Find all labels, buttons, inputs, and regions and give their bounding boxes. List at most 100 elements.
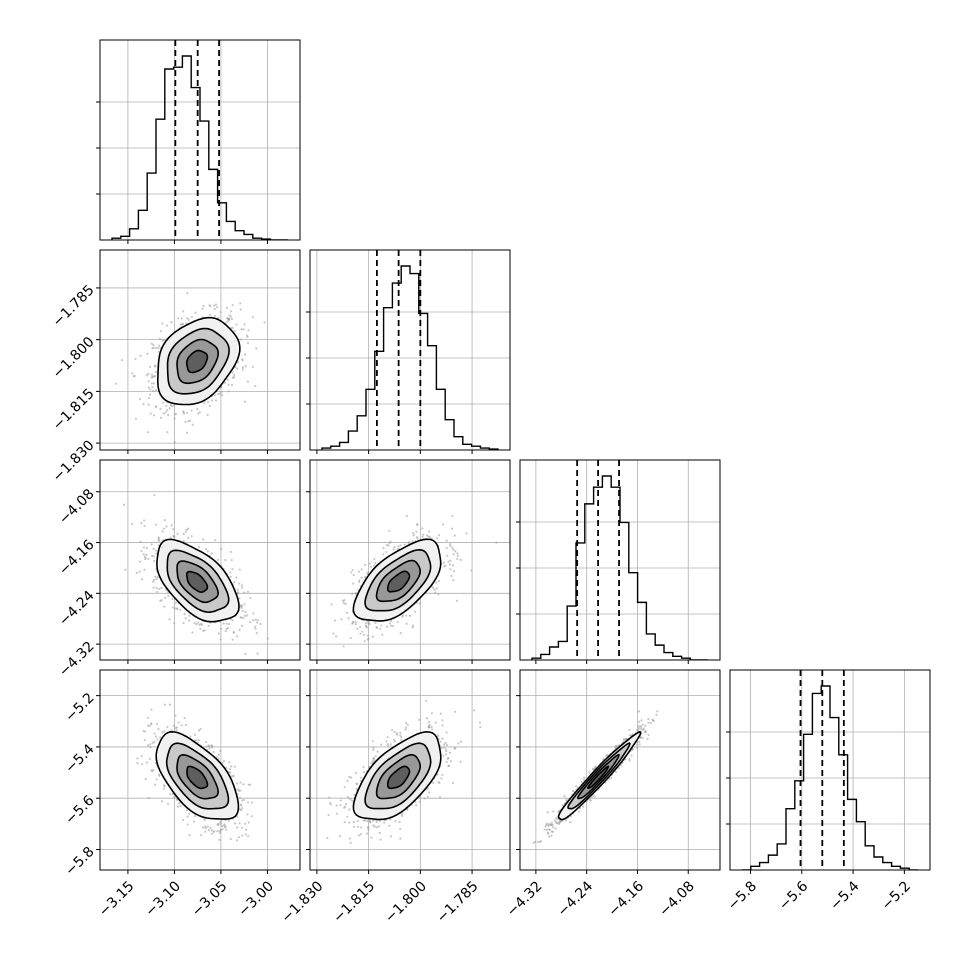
scatter-point — [359, 632, 362, 635]
scatter-point — [382, 553, 385, 556]
scatter-point — [582, 805, 585, 808]
scatter-point — [367, 828, 370, 831]
scatter-point — [223, 823, 226, 826]
scatter-point — [158, 587, 161, 591]
contour-line — [386, 570, 411, 593]
scatter-point — [385, 543, 389, 547]
scatter-point — [171, 606, 174, 609]
scatter-point — [352, 574, 355, 577]
scatter-point — [154, 389, 158, 392]
scatter-point — [263, 321, 266, 324]
scatter-point — [389, 624, 393, 627]
scatter-point — [363, 640, 366, 643]
scatter-point — [195, 623, 198, 626]
scatter-point — [246, 801, 250, 804]
scatter-point — [266, 637, 269, 640]
scatter-point — [454, 747, 457, 750]
scatter-point — [158, 337, 161, 340]
scatter-point — [373, 564, 376, 567]
scatter-point — [150, 543, 153, 546]
panel-frame — [519, 669, 721, 871]
scatter-point — [130, 522, 134, 525]
scatter-point — [188, 614, 191, 617]
scatter-point — [432, 587, 435, 590]
scatter-panel-3-1 — [306, 669, 511, 874]
scatter-point — [378, 819, 382, 823]
scatter-point — [155, 578, 158, 581]
scatter-point — [414, 800, 417, 804]
scatter-point — [569, 821, 572, 824]
scatter-point — [448, 563, 451, 566]
scatter-point — [434, 591, 437, 595]
scatter-point — [204, 825, 207, 828]
scatter-point — [136, 761, 139, 765]
scatter-point — [418, 602, 422, 605]
scatter-point — [372, 746, 375, 749]
y-tick-label: −5.4 — [62, 741, 97, 776]
scatter-point — [472, 709, 476, 712]
scatter-point — [426, 795, 429, 798]
scatter-point — [201, 307, 204, 310]
scatter-point — [204, 548, 207, 551]
scatter-point — [547, 823, 550, 826]
scatter-point — [151, 389, 155, 392]
scatter-point — [219, 310, 222, 314]
scatter-point — [146, 431, 150, 434]
scatter-point — [139, 540, 142, 543]
scatter-point — [160, 586, 163, 590]
scatter-point — [335, 635, 338, 638]
scatter-point — [249, 597, 252, 600]
scatter-point — [220, 394, 224, 397]
scatter-point — [150, 382, 153, 385]
scatter-point — [227, 390, 230, 393]
scatter-point — [628, 759, 631, 762]
scatter-point — [628, 734, 631, 737]
scatter-point — [443, 743, 446, 746]
scatter-point — [444, 748, 447, 751]
scatter-point — [147, 403, 150, 406]
scatter-point — [415, 530, 418, 533]
contour-line — [375, 754, 421, 800]
scatter-point — [227, 622, 231, 626]
scatter-point — [445, 546, 448, 549]
scatter-point — [445, 731, 448, 734]
scatter-point — [647, 733, 650, 736]
scatter-point — [559, 820, 562, 824]
scatter-point — [182, 818, 185, 822]
scatter-point — [385, 740, 388, 743]
scatter-point — [223, 826, 226, 829]
scatter-point — [174, 601, 178, 604]
scatter-point — [200, 623, 204, 626]
scatter-point — [219, 749, 222, 752]
scatter-point — [652, 719, 655, 723]
scatter-point — [357, 570, 360, 573]
scatter-point — [168, 618, 171, 621]
scatter-point — [545, 823, 548, 827]
scatter-point — [546, 832, 550, 835]
scatter-point — [240, 624, 244, 627]
scatter-point — [366, 634, 369, 637]
scatter-point — [185, 809, 188, 812]
scatter-point — [217, 822, 220, 826]
scatter-point — [436, 773, 439, 776]
scatter-point — [153, 783, 156, 786]
scatter-point — [145, 553, 148, 556]
scatter-point — [408, 614, 411, 617]
scatter-point — [142, 553, 145, 556]
scatter-point — [556, 818, 559, 821]
scatter-point — [124, 568, 127, 571]
scatter-point — [404, 728, 407, 731]
scatter-point — [218, 838, 221, 841]
x-tick-label: −4.32 — [504, 878, 546, 920]
scatter-point — [185, 411, 188, 415]
scatter-point — [635, 743, 638, 746]
scatter-point — [207, 744, 210, 747]
scatter-point — [244, 652, 247, 656]
scatter-point — [227, 319, 231, 322]
scatter-point — [388, 541, 391, 545]
y-tick-label: −5.6 — [62, 792, 97, 827]
scatter-point — [231, 567, 234, 571]
contour-line — [587, 765, 610, 789]
scatter-point — [247, 783, 250, 786]
contour-line — [576, 754, 620, 800]
